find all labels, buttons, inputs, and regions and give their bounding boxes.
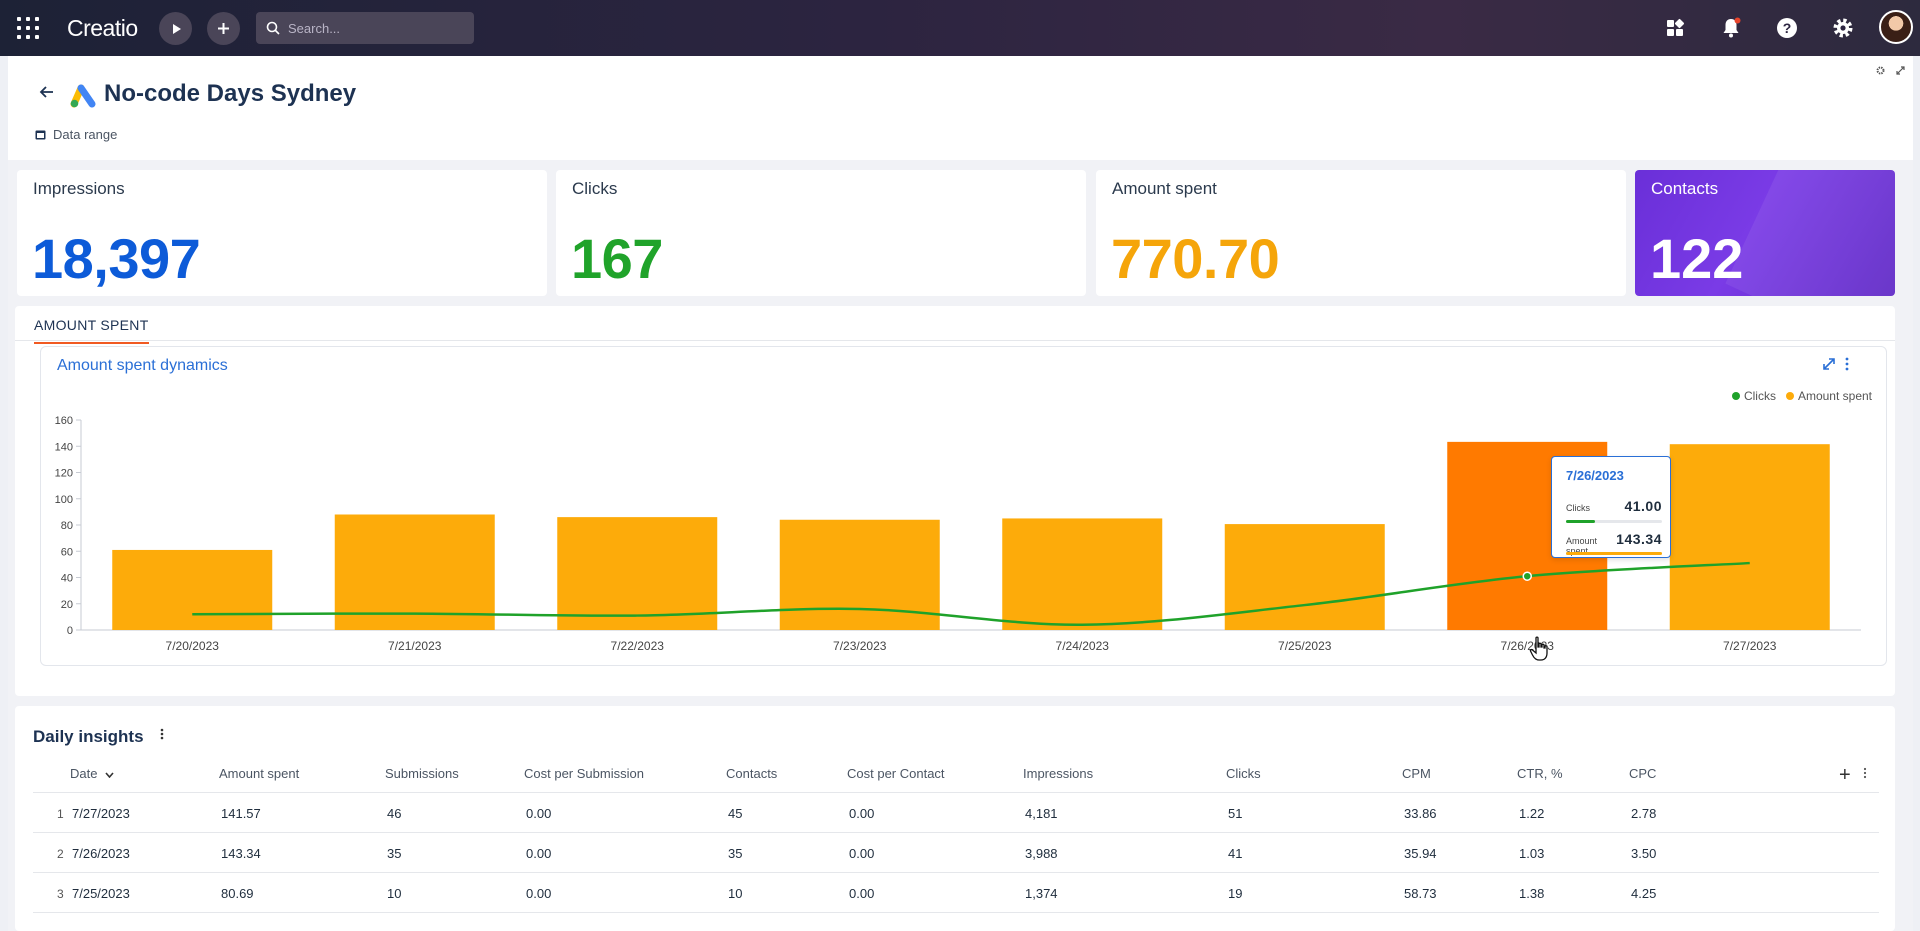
x-tick-label: 7/22/2023: [611, 639, 665, 653]
column-header-cost-per-contact[interactable]: Cost per Contact: [847, 766, 945, 781]
column-header-clicks[interactable]: Clicks: [1226, 766, 1261, 781]
column-header-cpc[interactable]: CPC: [1629, 766, 1657, 781]
legend-clicks[interactable]: Clicks: [1731, 389, 1776, 403]
user-avatar[interactable]: [1879, 10, 1913, 44]
column-header-amount-spent[interactable]: Amount spent: [219, 766, 300, 781]
chart-plot: 0 20 40 60 80 100 120 140 160 7/20/2023 7/21/2023 7…: [55, 415, 1861, 653]
y-tick-label: 0: [67, 625, 73, 637]
google-ads-icon: [70, 82, 98, 113]
sort-desc-icon: [105, 772, 114, 779]
kpi-clicks[interactable]: Clicks 167: [556, 170, 1086, 296]
global-search[interactable]: [256, 12, 474, 44]
table-row[interactable]: 2 7/26/2023 143.34 35 0.00 35 0.00 3,988…: [33, 832, 1879, 872]
kpi-impressions[interactable]: Impressions 18,397: [17, 170, 547, 296]
page-settings-icon[interactable]: [1876, 62, 1885, 80]
tooltip-amount-label: Amount spent: [1566, 536, 1598, 556]
bar-5: [1002, 518, 1163, 630]
column-header-date[interactable]: Date: [70, 766, 114, 781]
clicks-point-highlighted: [1522, 571, 1532, 581]
table-menu-icon[interactable]: [160, 727, 164, 746]
plus-icon: [218, 23, 229, 34]
page-content: No-code Days Sydney Data range Impressio…: [8, 56, 1913, 931]
more-options-icon[interactable]: [1844, 357, 1850, 376]
table-title: Daily insights: [33, 727, 144, 746]
y-tick-label: 80: [61, 520, 73, 532]
kpi-label: Contacts: [1651, 179, 1719, 198]
bar-2: [334, 514, 495, 630]
kpi-contacts[interactable]: Contacts 122: [1635, 170, 1895, 296]
calendar-icon: [35, 130, 46, 140]
hand-cursor-icon: [1529, 636, 1551, 667]
creatio-logo[interactable]: Creatio: [67, 15, 138, 41]
tooltip-clicks-value: 41.00: [1624, 498, 1662, 514]
search-input[interactable]: [288, 20, 458, 36]
y-tick-label: 100: [55, 494, 73, 506]
daily-insights-section: Daily insights Date Amount spent Submiss…: [15, 706, 1895, 931]
bar-6: [1224, 524, 1385, 630]
legend-amount-spent[interactable]: Amount spent: [1785, 389, 1872, 403]
create-new-button[interactable]: [207, 12, 240, 45]
date-range-label: Data range: [53, 127, 118, 142]
notifications-bell-icon[interactable]: [1719, 16, 1743, 40]
help-icon[interactable]: ?: [1775, 16, 1799, 40]
bar-3: [557, 517, 718, 630]
clicks-line: [192, 561, 1750, 627]
chart-tooltip: 7/26/2023 Clicks 41.00 Amount spent 143.…: [1551, 456, 1671, 558]
tooltip-date: 7/26/2023: [1566, 468, 1624, 483]
play-icon: [172, 23, 181, 34]
kpi-label: Clicks: [572, 179, 618, 198]
page-title: No-code Days Sydney: [104, 80, 357, 107]
x-tick-label: 7/23/2023: [833, 639, 887, 653]
table-row[interactable]: 3 7/25/2023 80.69 10 0.00 10 0.00 1,374 …: [33, 872, 1879, 912]
tab-amount-spent[interactable]: AMOUNT SPENT: [34, 317, 149, 344]
add-column-button[interactable]: +: [1839, 764, 1851, 786]
top-bar: Creatio ?: [0, 0, 1920, 56]
column-header-cpm[interactable]: CPM: [1402, 766, 1431, 781]
x-tick-label: 7/20/2023: [166, 639, 220, 653]
kpi-label: Impressions: [33, 179, 125, 198]
x-tick-label: 7/27/2023: [1723, 639, 1777, 653]
chart-legend: Clicks Amount spent: [1722, 389, 1872, 403]
search-icon: [266, 21, 280, 35]
bar-1: [112, 549, 273, 630]
y-tick-label: 40: [61, 573, 73, 585]
expand-icon[interactable]: [1822, 357, 1836, 376]
date-range-filter[interactable]: Data range: [35, 127, 117, 142]
y-tick-label: 60: [61, 546, 73, 558]
run-process-button[interactable]: [159, 12, 192, 45]
column-header-impressions[interactable]: Impressions: [1023, 766, 1094, 781]
settings-gear-icon[interactable]: [1831, 16, 1855, 40]
kpi-label: Amount spent: [1112, 179, 1217, 198]
x-tick-label: 7/24/2023: [1056, 639, 1110, 653]
table-row-partial[interactable]: [33, 912, 1879, 931]
y-tick-label: 160: [55, 415, 73, 427]
table-row[interactable]: 1 7/27/2023 141.57 46 0.00 45 0.00 4,181…: [33, 792, 1879, 832]
back-arrow-icon[interactable]: [39, 84, 55, 105]
tooltip-amount-value: 143.34: [1616, 531, 1662, 547]
kpi-value: 122: [1650, 227, 1744, 290]
column-header-ctr[interactable]: CTR, %: [1517, 766, 1563, 781]
x-tick-label: 7/25/2023: [1278, 639, 1332, 653]
column-header-contacts[interactable]: Contacts: [726, 766, 778, 781]
x-tick-label: 7/21/2023: [388, 639, 442, 653]
column-header-cost-per-submission[interactable]: Cost per Submission: [524, 766, 644, 781]
bar-8: [1669, 444, 1830, 630]
kpi-amount-spent[interactable]: Amount spent 770.70: [1096, 170, 1626, 296]
column-header-submissions[interactable]: Submissions: [385, 766, 459, 781]
y-tick-label: 20: [61, 599, 73, 611]
y-tick-label: 120: [55, 468, 73, 480]
dashboard-icon[interactable]: [1663, 16, 1687, 40]
kpi-value: 770.70: [1111, 227, 1280, 290]
kpi-value: 18,397: [32, 227, 201, 290]
table-options-icon[interactable]: [1863, 766, 1867, 784]
apps-grid-icon[interactable]: [17, 17, 39, 39]
svg-text:?: ?: [1783, 20, 1792, 36]
page-header: No-code Days Sydney Data range: [8, 56, 1913, 160]
amount-spent-chart: Amount spent dynamics Clicks Amount spen…: [40, 346, 1887, 666]
y-tick-label: 140: [55, 441, 73, 453]
fullscreen-icon[interactable]: [1896, 62, 1905, 80]
chart-title: Amount spent dynamics: [57, 357, 228, 374]
tooltip-clicks-label: Clicks: [1566, 503, 1590, 513]
kpi-value: 167: [571, 227, 663, 290]
